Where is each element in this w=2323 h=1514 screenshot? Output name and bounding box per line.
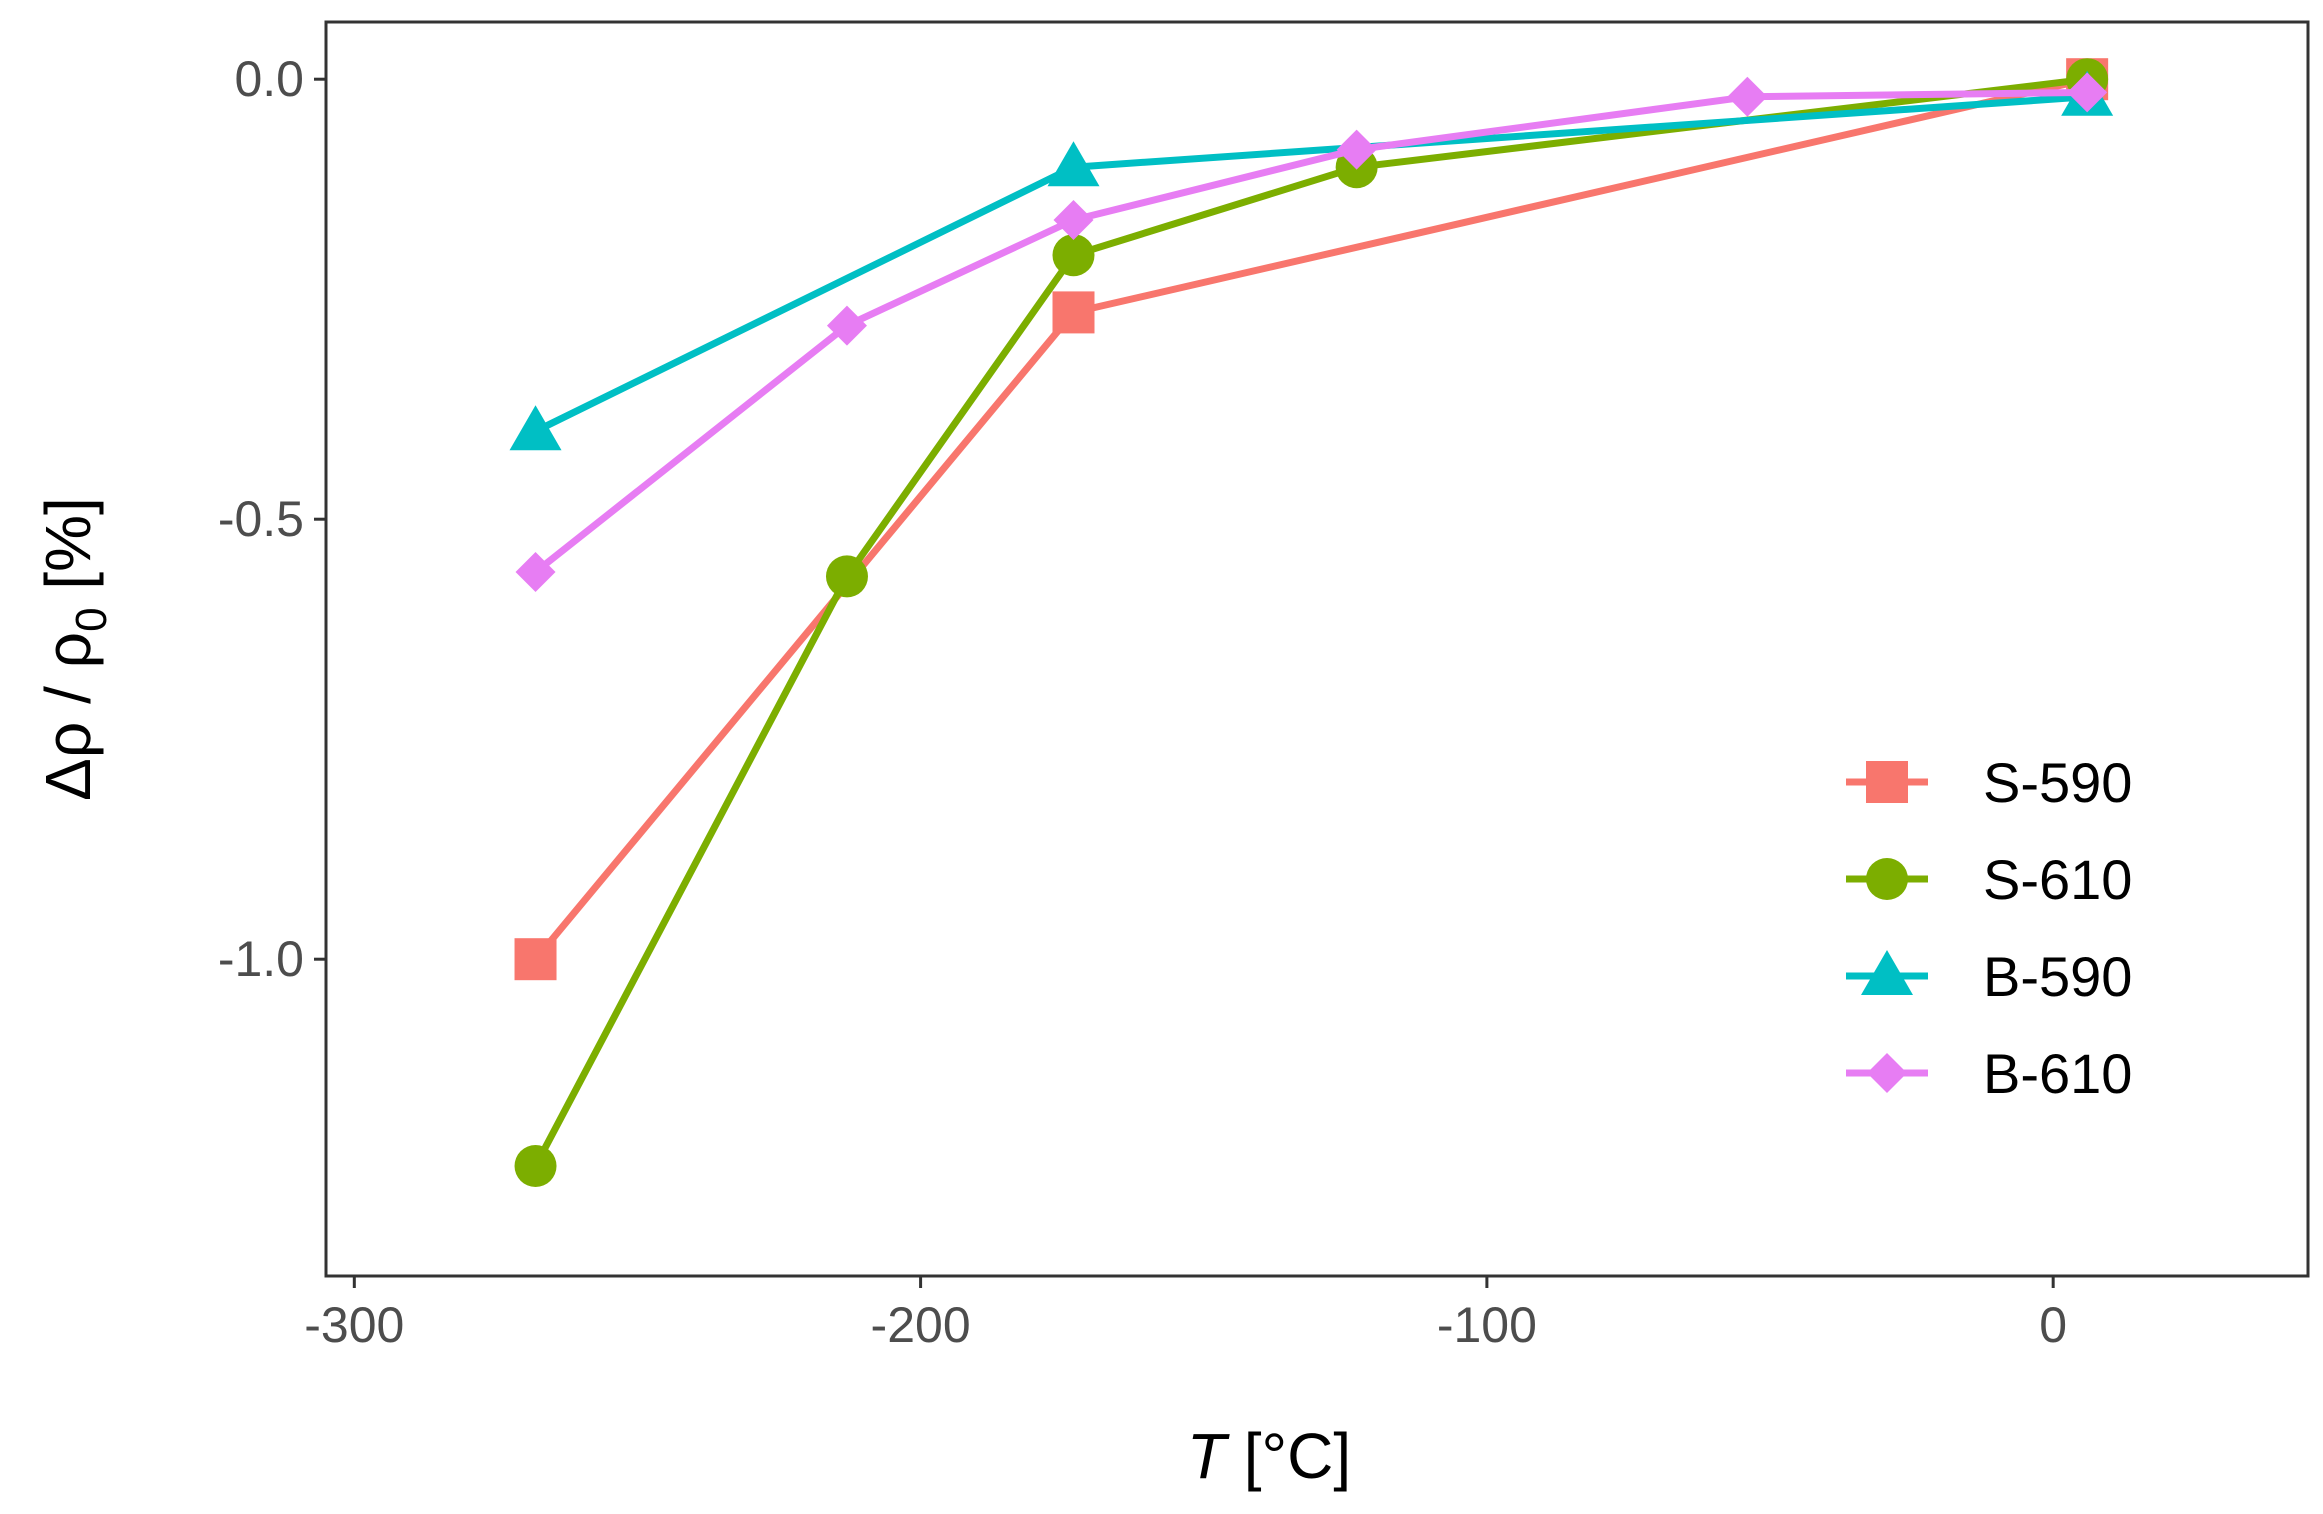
data-point-b-590 [509,405,562,451]
y-axis-title-unit: [%] [32,497,104,607]
legend-label: S-590 [1983,751,2132,814]
plot-panel-border [324,20,2310,1278]
y-tick-label: -1.0 [218,931,304,987]
legend-item-s-610: S-610 [1846,848,2132,911]
data-point-b-610 [515,552,556,592]
legend-swatch-diamond-icon [1867,1053,1907,1093]
legend-swatch-circle-icon [1866,858,1908,900]
data-point-s-590 [514,938,557,981]
y-axis-title-main: Δρ / ρ [32,632,104,801]
data-point-s-610 [1052,234,1095,277]
data-point-b-610 [2067,72,2108,113]
legend-item-s-590: S-590 [1846,751,2132,814]
data-point-b-610 [1336,129,1377,170]
x-axis-title-variable: T [1187,1420,1230,1492]
data-point-b-590 [1047,141,1100,187]
series-line-b-610 [532,88,2091,576]
legend-swatch-square-icon [1866,761,1908,803]
y-axis-title-subscript: 0 [67,607,116,631]
series-b-610 [515,72,2108,592]
legend-label: B-590 [1983,945,2132,1008]
data-point-s-610 [514,1145,557,1187]
legend-label: S-610 [1983,848,2132,911]
legend-swatch-triangle-icon [1861,950,1913,995]
x-tick-label: -200 [871,1297,971,1353]
x-axis-title-unit: [°C] [1226,1420,1351,1492]
legend-item-b-610: B-610 [1846,1042,2132,1105]
y-axis-title: Δρ / ρ0 [%] [32,497,116,801]
x-tick-label: -100 [1437,1297,1537,1353]
x-axis-title: T [°C] [1187,1420,1351,1492]
data-point-s-590 [1052,291,1095,334]
x-tick-label: 0 [2039,1297,2067,1353]
y-tick-label: 0.0 [234,51,304,107]
legend-item-b-590: B-590 [1846,945,2132,1008]
data-point-s-610 [825,555,868,598]
y-tick-label: -0.5 [218,491,304,547]
legend: S-590 S-610 B-590 B-610 [1846,751,2132,1105]
y-axis: 0.0 -0.5 -1.0 [218,51,326,987]
x-tick-label: -300 [304,1297,404,1353]
data-point-b-610 [826,305,867,346]
legend-label: B-610 [1983,1042,2132,1105]
data-point-b-610 [1727,76,1768,117]
plot-series [509,58,2114,1187]
data-point-b-610 [1053,200,1094,240]
x-axis: -300 -200 -100 0 [304,1276,2067,1353]
